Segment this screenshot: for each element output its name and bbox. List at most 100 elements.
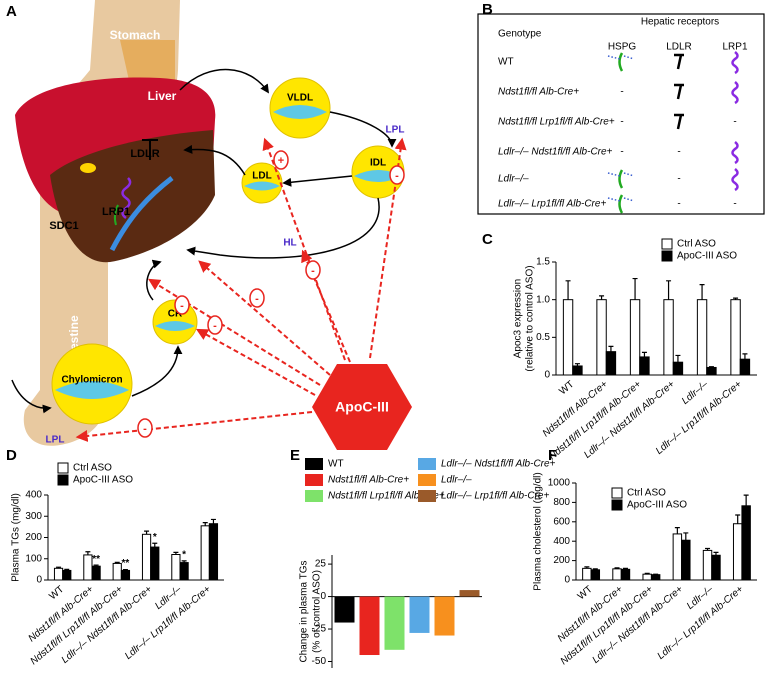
error-bar (181, 560, 187, 563)
genotype: Ndst1fl/fl Lrp1fl/fl Alb-Cre+ (498, 117, 615, 128)
bar (590, 569, 601, 581)
legend-swatch (661, 250, 673, 262)
arrow (131, 345, 183, 397)
legend-swatch (611, 499, 623, 511)
y-axis-label: Plasma TGs (mg/dl) (11, 493, 22, 582)
lrp1-icon (731, 51, 739, 75)
y-tick-label: 800 (553, 497, 570, 508)
error-bar (574, 363, 580, 366)
bar (572, 365, 583, 376)
legend-swatch (305, 474, 323, 486)
apoc3-hexagon (312, 364, 412, 450)
label: Stomach (110, 28, 161, 42)
lipoproteins (51, 77, 405, 425)
error-bar (64, 568, 70, 571)
error-bar (93, 564, 99, 567)
bar (681, 539, 691, 581)
y-tick-label: 0 (320, 591, 326, 602)
table-border (477, 13, 765, 215)
table-title: Hepatic receptors (641, 17, 719, 28)
gallbladder (80, 163, 96, 173)
label: LRP1 (102, 206, 130, 218)
arrow (179, 68, 269, 94)
significance: * (182, 550, 186, 561)
ldlr-icon (674, 83, 684, 100)
legend-swatch (305, 458, 323, 470)
error-bar (735, 514, 741, 524)
legend-label: ApoC-III ASO (677, 251, 737, 262)
error-bar (675, 354, 681, 363)
error-bar (210, 518, 216, 524)
particle-band (155, 321, 195, 331)
panel-label: A (6, 3, 17, 20)
bar (650, 574, 661, 581)
y-axis-label: Change in plasma TGs (299, 560, 310, 662)
bar (741, 505, 751, 581)
error-bar (632, 277, 638, 300)
legend-swatch (418, 474, 436, 486)
error-bar (644, 572, 650, 575)
bar (91, 565, 101, 581)
bar (562, 299, 574, 376)
ldlr-icon (142, 139, 158, 160)
label: LPL (386, 125, 405, 136)
error-bar (743, 494, 749, 506)
legend-label: Ndst1fl/fl Lrp1fl/fl Alb-Cre+ (328, 491, 445, 502)
bar (334, 596, 355, 623)
legend-label: Ctrl ASO (677, 239, 716, 250)
y-tick-label: 0 (36, 575, 42, 586)
bar (706, 366, 717, 376)
sign: - (213, 320, 217, 332)
error-bar (641, 351, 647, 357)
arrow (186, 197, 380, 259)
inhibit-arrow (195, 328, 316, 396)
bar (696, 299, 708, 376)
y-tick-label: 0 (564, 575, 570, 586)
lrp1-icon (731, 168, 739, 192)
y-tick-label: 0 (544, 370, 550, 381)
error-bar (85, 551, 91, 555)
arrow (282, 175, 353, 187)
error-bar (674, 527, 680, 534)
bar (120, 569, 131, 581)
y-tick-label: 400 (553, 536, 570, 547)
bar (409, 596, 430, 633)
bar (732, 523, 743, 581)
particle-band (55, 381, 129, 399)
y-axis-label: (% of control ASO) (312, 570, 323, 653)
sign: - (255, 293, 259, 305)
bar (62, 569, 72, 581)
bar (730, 299, 741, 376)
y-tick-label: 200 (25, 532, 42, 543)
legend-swatch (418, 458, 436, 470)
error-bar (705, 547, 711, 551)
sign: - (395, 170, 399, 182)
legend-label: Ndst1fl/fl Alb-Cre+ (328, 475, 409, 486)
panel-label: F (548, 447, 557, 464)
sign-badge (273, 150, 289, 170)
error-bar (666, 280, 672, 300)
error-bar (592, 568, 598, 570)
error-bar (122, 568, 128, 571)
legend-swatch (661, 238, 673, 250)
sign: - (180, 300, 184, 312)
bar (359, 596, 380, 656)
bar (208, 523, 219, 581)
error-bar (565, 280, 571, 300)
hspg-icon (618, 52, 624, 72)
sign-badge (137, 418, 153, 438)
error-bar (699, 284, 705, 300)
membrane (109, 176, 174, 252)
absent: - (677, 199, 680, 210)
bar (629, 299, 641, 376)
error-bar (152, 542, 158, 548)
inhibit-arrow (147, 278, 321, 386)
particle-band (244, 181, 280, 191)
sign-badge (207, 315, 223, 335)
column-header: LRP1 (722, 42, 747, 53)
error-bar (202, 522, 208, 526)
bar (605, 351, 617, 376)
legend-label: Ctrl ASO (73, 463, 112, 474)
error-bar (708, 366, 714, 368)
panel-label: C (482, 231, 493, 248)
